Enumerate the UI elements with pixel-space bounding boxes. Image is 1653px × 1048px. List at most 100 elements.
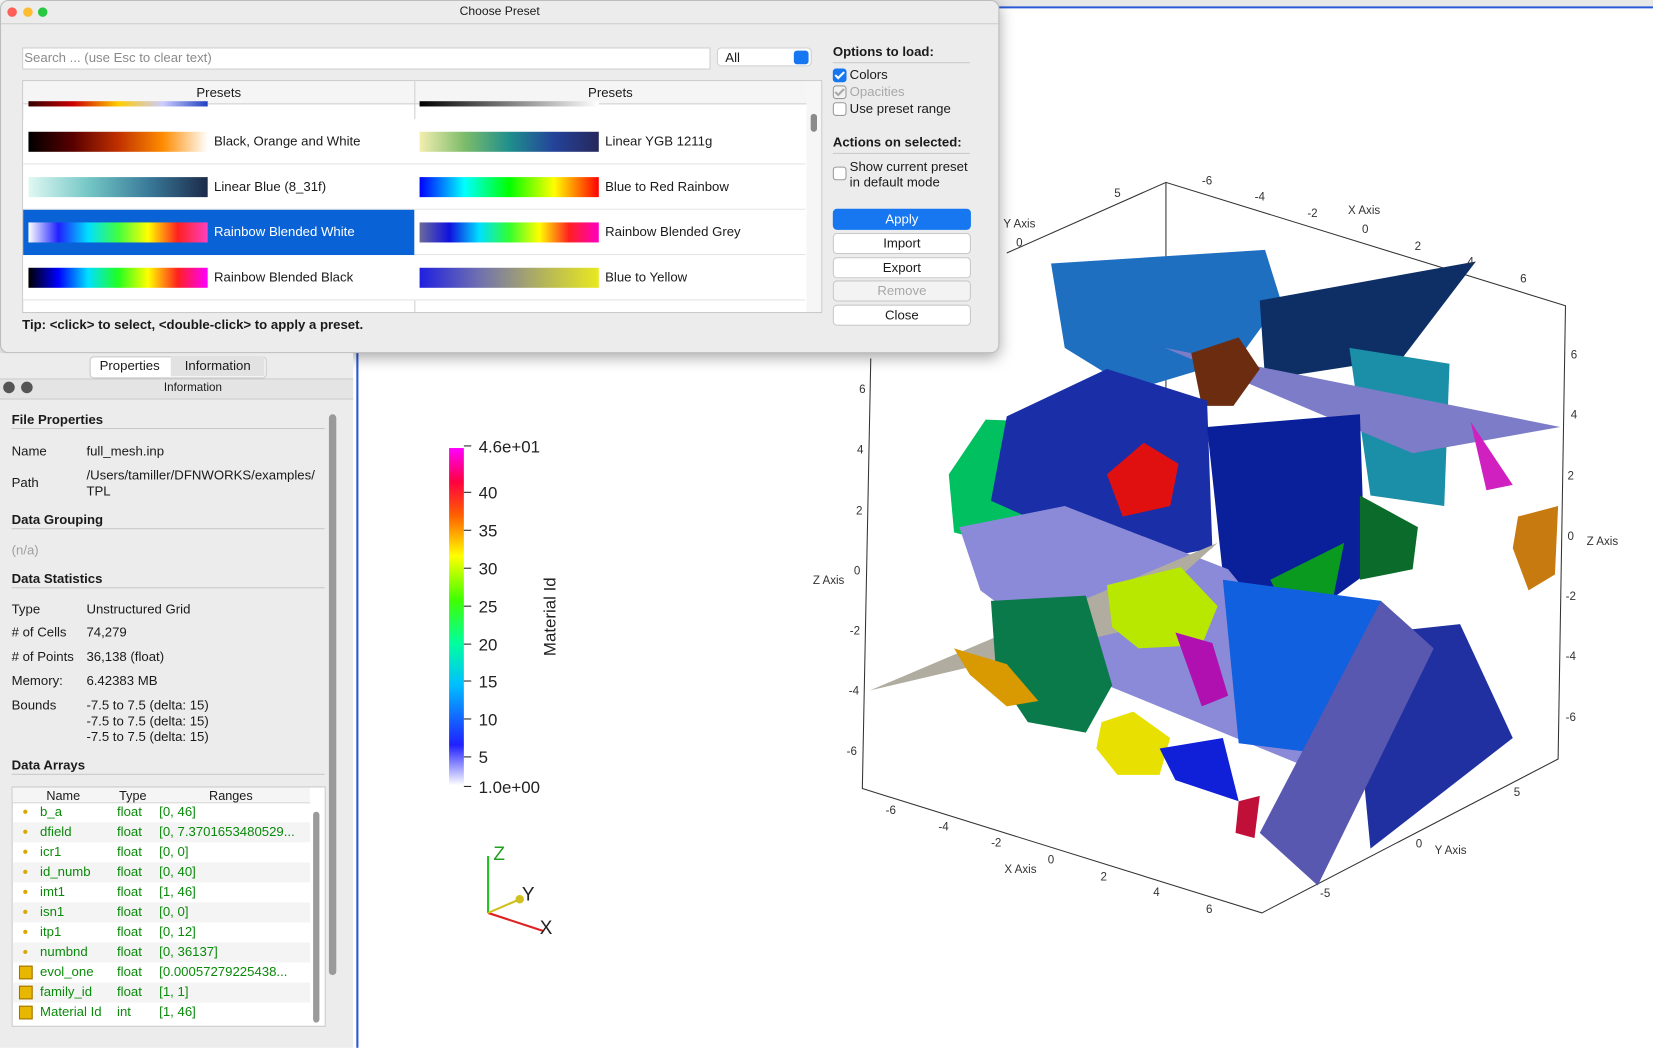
array-name: Material Id xyxy=(40,1004,102,1020)
combo-text: All xyxy=(725,50,740,66)
array-type: float xyxy=(117,904,142,920)
checkbox[interactable] xyxy=(832,68,847,83)
axis-label: 2 xyxy=(1101,871,1107,883)
axis-label: -6 xyxy=(1566,712,1576,724)
axis-label: -4 xyxy=(1255,191,1266,203)
dialog-title: Choose Preset xyxy=(459,5,540,18)
scrollbar[interactable] xyxy=(806,81,822,313)
cell-icon xyxy=(18,965,33,980)
tab[interactable]: Properties xyxy=(99,358,160,374)
color-bar-label: 5 xyxy=(479,748,488,767)
field-value: -7.5 to 7.5 (delta: 15) xyxy=(86,713,209,729)
point-icon xyxy=(23,889,28,894)
axis-label: Y Axis xyxy=(1003,219,1035,231)
axis-label: -2 xyxy=(850,626,860,638)
array-type: float xyxy=(117,804,142,820)
array-name: imt1 xyxy=(40,884,65,900)
row-band xyxy=(12,902,310,923)
axis-label: 0 xyxy=(1416,839,1422,851)
point-icon xyxy=(23,849,28,854)
axis-label: 0 xyxy=(1362,224,1368,236)
row-band xyxy=(12,822,310,843)
zoom-dot[interactable] xyxy=(37,7,48,17)
section-title: File Properties xyxy=(11,412,104,427)
axis-label: -6 xyxy=(847,746,857,758)
separator xyxy=(11,428,325,430)
field-value: -7.5 to 7.5 (delta: 15) xyxy=(86,697,209,713)
search-input[interactable]: Search ... (use Esc to clear text) xyxy=(22,47,711,70)
color-bar-label: 30 xyxy=(479,560,498,579)
axis-label: 0 xyxy=(854,566,860,578)
array-range: [1, 1] xyxy=(159,984,189,1000)
fracture xyxy=(1235,795,1260,839)
array-type: float xyxy=(117,824,142,840)
fracture xyxy=(1259,261,1476,380)
array-type: int xyxy=(117,1004,131,1020)
check-mark xyxy=(834,69,845,80)
scrollbar[interactable] xyxy=(328,414,337,976)
array-name: id_numb xyxy=(40,864,91,880)
tab[interactable]: Information xyxy=(170,356,265,377)
separator xyxy=(832,62,970,64)
preset-name: Blue to Red Rainbow xyxy=(605,179,729,194)
section-title: Data Grouping xyxy=(11,512,104,528)
float-button[interactable] xyxy=(21,381,33,394)
row-band xyxy=(12,942,310,963)
close-dot[interactable] xyxy=(7,7,17,17)
axis-label: 0 xyxy=(1568,531,1574,543)
array-range: [0, 0] xyxy=(159,844,189,860)
array-range: [0.00057279225438... xyxy=(159,964,288,980)
axis-label: -4 xyxy=(938,822,949,834)
preset-dialog: Choose Preset Search ... (use Esc to cle… xyxy=(0,0,1000,354)
array-type: float xyxy=(117,964,142,980)
column-header: Type xyxy=(119,788,147,804)
preset-name: Rainbow Blended Grey xyxy=(605,224,741,240)
checkbox[interactable] xyxy=(832,166,847,181)
filter-combo[interactable]: All xyxy=(716,47,812,67)
mesh xyxy=(861,181,1567,914)
minimize-dot[interactable] xyxy=(23,7,33,17)
axis-label: 5 xyxy=(1114,188,1120,200)
tip: Tip: <click> to select, <double-click> t… xyxy=(22,317,364,333)
row-band xyxy=(12,982,310,1003)
array-name: isn1 xyxy=(40,904,65,920)
checkbox[interactable] xyxy=(832,85,847,100)
axis-label: 2 xyxy=(1568,471,1574,483)
field-label: Bounds xyxy=(11,697,57,713)
axis-head xyxy=(515,895,524,904)
field-value: Unstructured Grid xyxy=(86,601,191,617)
axis-label: X Axis xyxy=(1004,864,1036,876)
checkbox-label: Use preset range xyxy=(849,101,951,116)
button[interactable]: Remove xyxy=(832,280,971,302)
field-value: /Users/tamiller/DFNWORKS/examples/TPL xyxy=(86,468,315,499)
button[interactable]: Apply xyxy=(832,208,971,230)
axis-arrow xyxy=(487,911,544,932)
cell-icon xyxy=(18,1005,33,1020)
button[interactable]: Import xyxy=(832,232,971,255)
gradient-swatch xyxy=(419,101,599,107)
checkbox-label: Show current preset in default mode xyxy=(849,159,968,190)
scroll-thumb[interactable] xyxy=(810,113,818,132)
preset-name: Blue to Yellow xyxy=(605,269,688,285)
axis-label: X Axis xyxy=(1348,205,1380,217)
field-label: Memory: xyxy=(11,673,63,689)
gradient-swatch xyxy=(28,267,208,288)
button[interactable]: Close xyxy=(832,304,971,326)
axis-label: 4 xyxy=(1571,410,1578,422)
orientation-axes xyxy=(487,856,544,932)
button[interactable]: Export xyxy=(832,257,971,279)
axis-label: -4 xyxy=(1566,651,1577,663)
preset-name: Linear YGB 1211g xyxy=(605,133,713,149)
gradient-swatch xyxy=(28,177,208,198)
close-button[interactable] xyxy=(3,381,15,394)
axis-label: 6 xyxy=(1520,274,1526,286)
scrollbar[interactable] xyxy=(313,811,320,1023)
checkbox[interactable] xyxy=(832,102,847,116)
fracture xyxy=(1106,442,1179,517)
fracture xyxy=(1512,506,1559,591)
section-title: Data Arrays xyxy=(11,757,86,773)
